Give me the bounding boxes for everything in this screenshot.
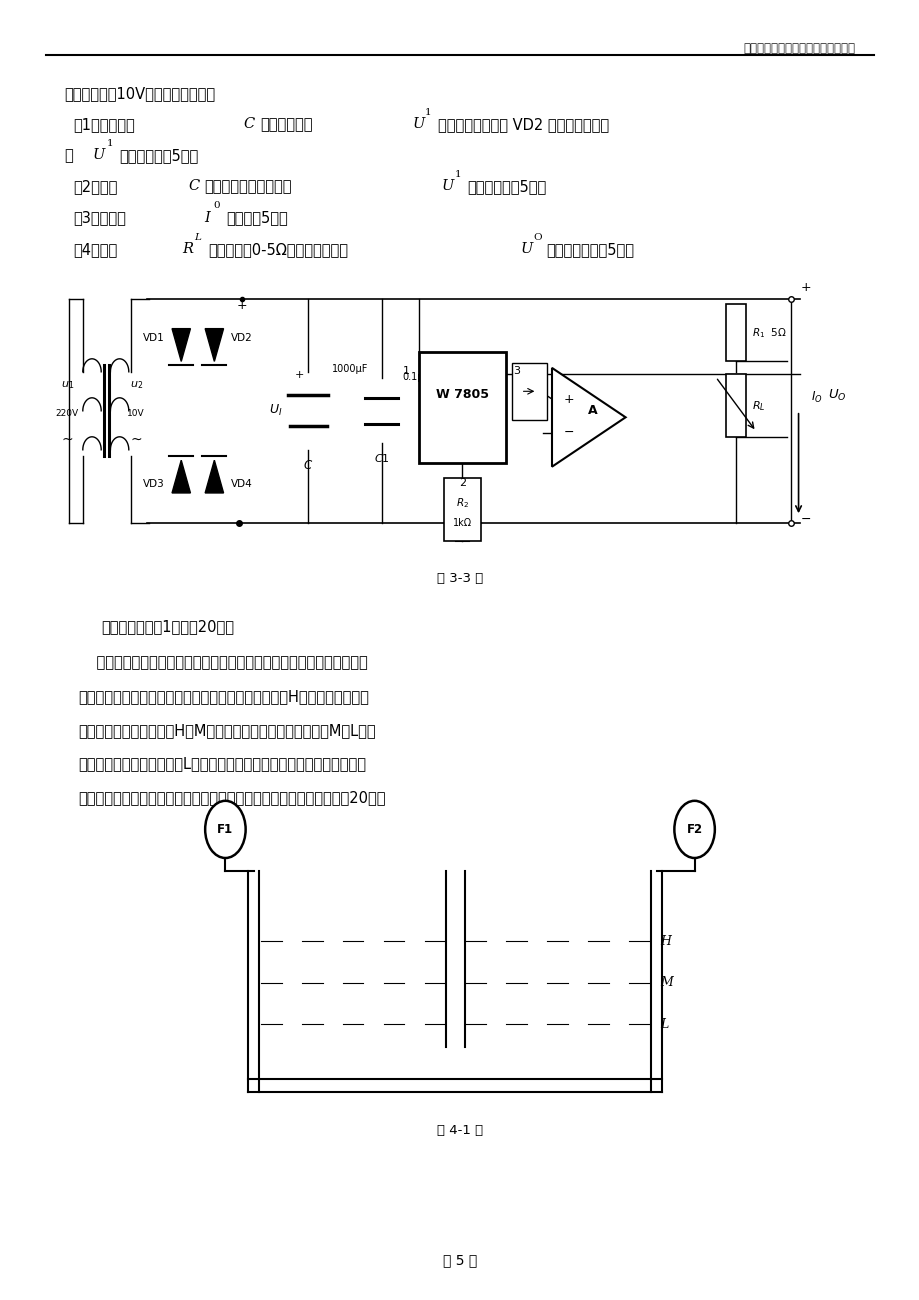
- Text: U: U: [441, 179, 453, 194]
- Text: W 7805: W 7805: [436, 387, 488, 400]
- Text: 第 5 页: 第 5 页: [442, 1253, 477, 1268]
- Text: 开路，求电压: 开路，求电压: [260, 117, 312, 133]
- Polygon shape: [551, 368, 625, 467]
- Text: $I_O$: $I_O$: [811, 390, 823, 406]
- Text: C: C: [244, 117, 255, 131]
- Text: F2: F2: [686, 823, 702, 836]
- Text: $U_O$: $U_O$: [827, 387, 845, 403]
- Text: （3）求电流: （3）求电流: [74, 211, 126, 226]
- Text: VD1: VD1: [142, 333, 165, 343]
- Text: 的值。（5分）: 的值。（5分）: [226, 211, 288, 226]
- Text: ~: ~: [130, 433, 142, 446]
- Text: （4）假设: （4）假设: [74, 242, 118, 257]
- Text: O: O: [533, 233, 541, 242]
- Text: 某热电厂制冷循环水箱装用大小两台水泵进行排水，如下图所示。要求: 某热电厂制冷循环水箱装用大小两台水泵进行排水，如下图所示。要求: [78, 655, 368, 671]
- Text: C: C: [188, 179, 199, 194]
- Text: M: M: [652, 976, 674, 989]
- Text: 1: 1: [402, 367, 409, 377]
- Text: +: +: [236, 299, 247, 312]
- Text: $u_2$: $u_2$: [130, 378, 142, 391]
- Bar: [418, 352, 505, 463]
- Text: $R_1$  5Ω: $R_1$ 5Ω: [751, 326, 786, 339]
- Text: −: −: [800, 512, 810, 525]
- Polygon shape: [205, 460, 223, 493]
- Text: R: R: [182, 242, 193, 256]
- Bar: [725, 304, 745, 361]
- Text: A: A: [587, 404, 596, 417]
- Text: 时，小泵启动工作；水位在L以下时，两台水泵均停止排水。（要求列出真: 时，小泵启动工作；水位在L以下时，两台水泵均停止排水。（要求列出真: [78, 757, 366, 772]
- Bar: [444, 478, 481, 541]
- Circle shape: [205, 801, 245, 858]
- Polygon shape: [172, 329, 190, 361]
- Text: $R_2$: $R_2$: [455, 497, 469, 510]
- Text: VD4: VD4: [231, 478, 253, 489]
- Text: +: +: [294, 369, 303, 380]
- Text: 重庆理工大学硕士研究生试题专用纸: 重庆理工大学硕士研究生试题专用纸: [743, 42, 855, 55]
- Text: （2）电容: （2）电容: [74, 179, 118, 195]
- Polygon shape: [205, 329, 223, 361]
- Polygon shape: [172, 460, 190, 493]
- Text: 压: 压: [64, 148, 74, 164]
- Text: +: +: [800, 281, 811, 294]
- Text: F1: F1: [217, 823, 233, 836]
- Text: U: U: [93, 148, 105, 162]
- Text: 2: 2: [459, 478, 465, 489]
- Bar: [512, 363, 547, 420]
- Text: ~: ~: [62, 433, 73, 446]
- Text: L: L: [652, 1018, 669, 1031]
- Text: I: I: [204, 211, 210, 225]
- Text: 10V: 10V: [127, 410, 145, 417]
- Text: 水泵均启动工作；水位在H、M之间时，大泵启动工作；水位在M、L之间: 水泵均启动工作；水位在H、M之间时，大泵启动工作；水位在M、L之间: [78, 723, 376, 738]
- Text: 可调范围为0-5Ω，计算输出电压: 可调范围为0-5Ω，计算输出电压: [208, 242, 347, 257]
- Text: 连接正常，求此时电压: 连接正常，求此时电压: [204, 179, 291, 195]
- Text: VD2: VD2: [231, 333, 253, 343]
- Text: （1）假设电容: （1）假设电容: [74, 117, 135, 133]
- Text: 的平均值。（5分）: 的平均值。（5分）: [119, 148, 199, 164]
- Text: 0: 0: [213, 202, 220, 211]
- Text: 220V: 220V: [55, 410, 79, 417]
- Text: 四、设计题（共1题，共20分）: 四、设计题（共1题，共20分）: [101, 619, 234, 634]
- Text: $U_I$: $U_I$: [269, 403, 282, 419]
- Text: $C1$: $C1$: [373, 452, 390, 464]
- Text: $R_L$: $R_L$: [751, 399, 765, 412]
- Text: 的平均值，若此时 VD2 开路，求输出电: 的平均值，若此时 VD2 开路，求输出电: [437, 117, 608, 133]
- Text: 3: 3: [513, 367, 520, 377]
- Circle shape: [674, 801, 714, 858]
- Text: $C$: $C$: [302, 459, 313, 472]
- Text: 的平均值。（5分）: 的平均值。（5分）: [467, 179, 546, 195]
- Text: 1: 1: [107, 139, 113, 148]
- Text: 题 3-3 图: 题 3-3 图: [437, 572, 482, 585]
- Text: 题 4-1 图: 题 4-1 图: [437, 1124, 482, 1138]
- Text: L: L: [194, 233, 200, 242]
- Text: 值表，写出与或非型表达式，用与或非门实现，注意约束项的使用）（20分）: 值表，写出与或非型表达式，用与或非门实现，注意约束项的使用）（20分）: [78, 790, 385, 806]
- Text: $u_1$: $u_1$: [61, 378, 74, 391]
- Text: U: U: [412, 117, 424, 131]
- Text: 1: 1: [454, 170, 460, 179]
- Text: 的可调范围。（5分）: 的可调范围。（5分）: [546, 242, 634, 257]
- Text: U: U: [520, 242, 532, 256]
- Text: VD3: VD3: [142, 478, 165, 489]
- Text: 设计一个水泵逻辑控制电路（启动、停止），当水位在H以上时，大小两台: 设计一个水泵逻辑控制电路（启动、停止），当水位在H以上时，大小两台: [78, 689, 369, 705]
- Text: 1000μF: 1000μF: [332, 364, 369, 374]
- Text: 0.1μF: 0.1μF: [402, 372, 428, 382]
- Text: 1: 1: [425, 108, 431, 117]
- Text: +: +: [562, 393, 573, 406]
- Bar: [725, 374, 745, 437]
- Text: 电压有效值为10V，回答下列各问。: 电压有效值为10V，回答下列各问。: [64, 86, 215, 101]
- Text: H: H: [652, 935, 672, 948]
- Text: 1kΩ: 1kΩ: [452, 517, 471, 528]
- Text: −: −: [562, 426, 573, 439]
